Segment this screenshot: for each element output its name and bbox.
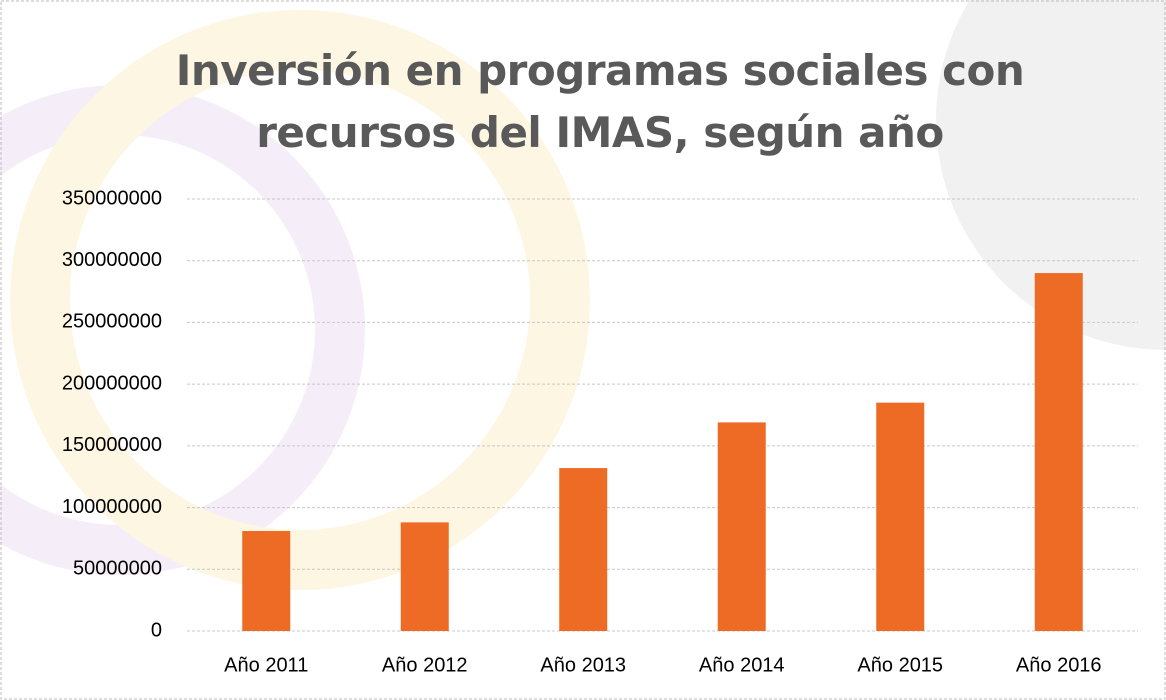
x-tick-label: Año 2011 <box>224 654 308 676</box>
y-tick-label: 250000000 <box>62 311 162 333</box>
y-tick-label: 350000000 <box>62 187 162 209</box>
bar <box>876 402 925 631</box>
bar <box>400 522 449 631</box>
y-tick-label: 0 <box>151 619 162 641</box>
bar <box>717 422 766 631</box>
bar <box>1034 273 1083 631</box>
bar <box>242 531 291 631</box>
y-tick-label: 300000000 <box>62 249 162 271</box>
x-tick-label: Año 2016 <box>1016 654 1102 676</box>
y-tick-label: 150000000 <box>62 434 162 456</box>
x-tick-label: Año 2012 <box>382 654 468 676</box>
bar <box>559 468 608 631</box>
y-tick-label: 100000000 <box>62 496 162 518</box>
x-tick-label: Año 2014 <box>699 654 785 676</box>
x-tick-label: Año 2013 <box>540 654 626 676</box>
y-tick-label: 200000000 <box>62 372 162 394</box>
y-tick-label: 50000000 <box>73 558 162 580</box>
x-tick-label: Año 2015 <box>857 654 943 676</box>
chart-title: Inversión en programas sociales con recu… <box>175 46 1025 157</box>
